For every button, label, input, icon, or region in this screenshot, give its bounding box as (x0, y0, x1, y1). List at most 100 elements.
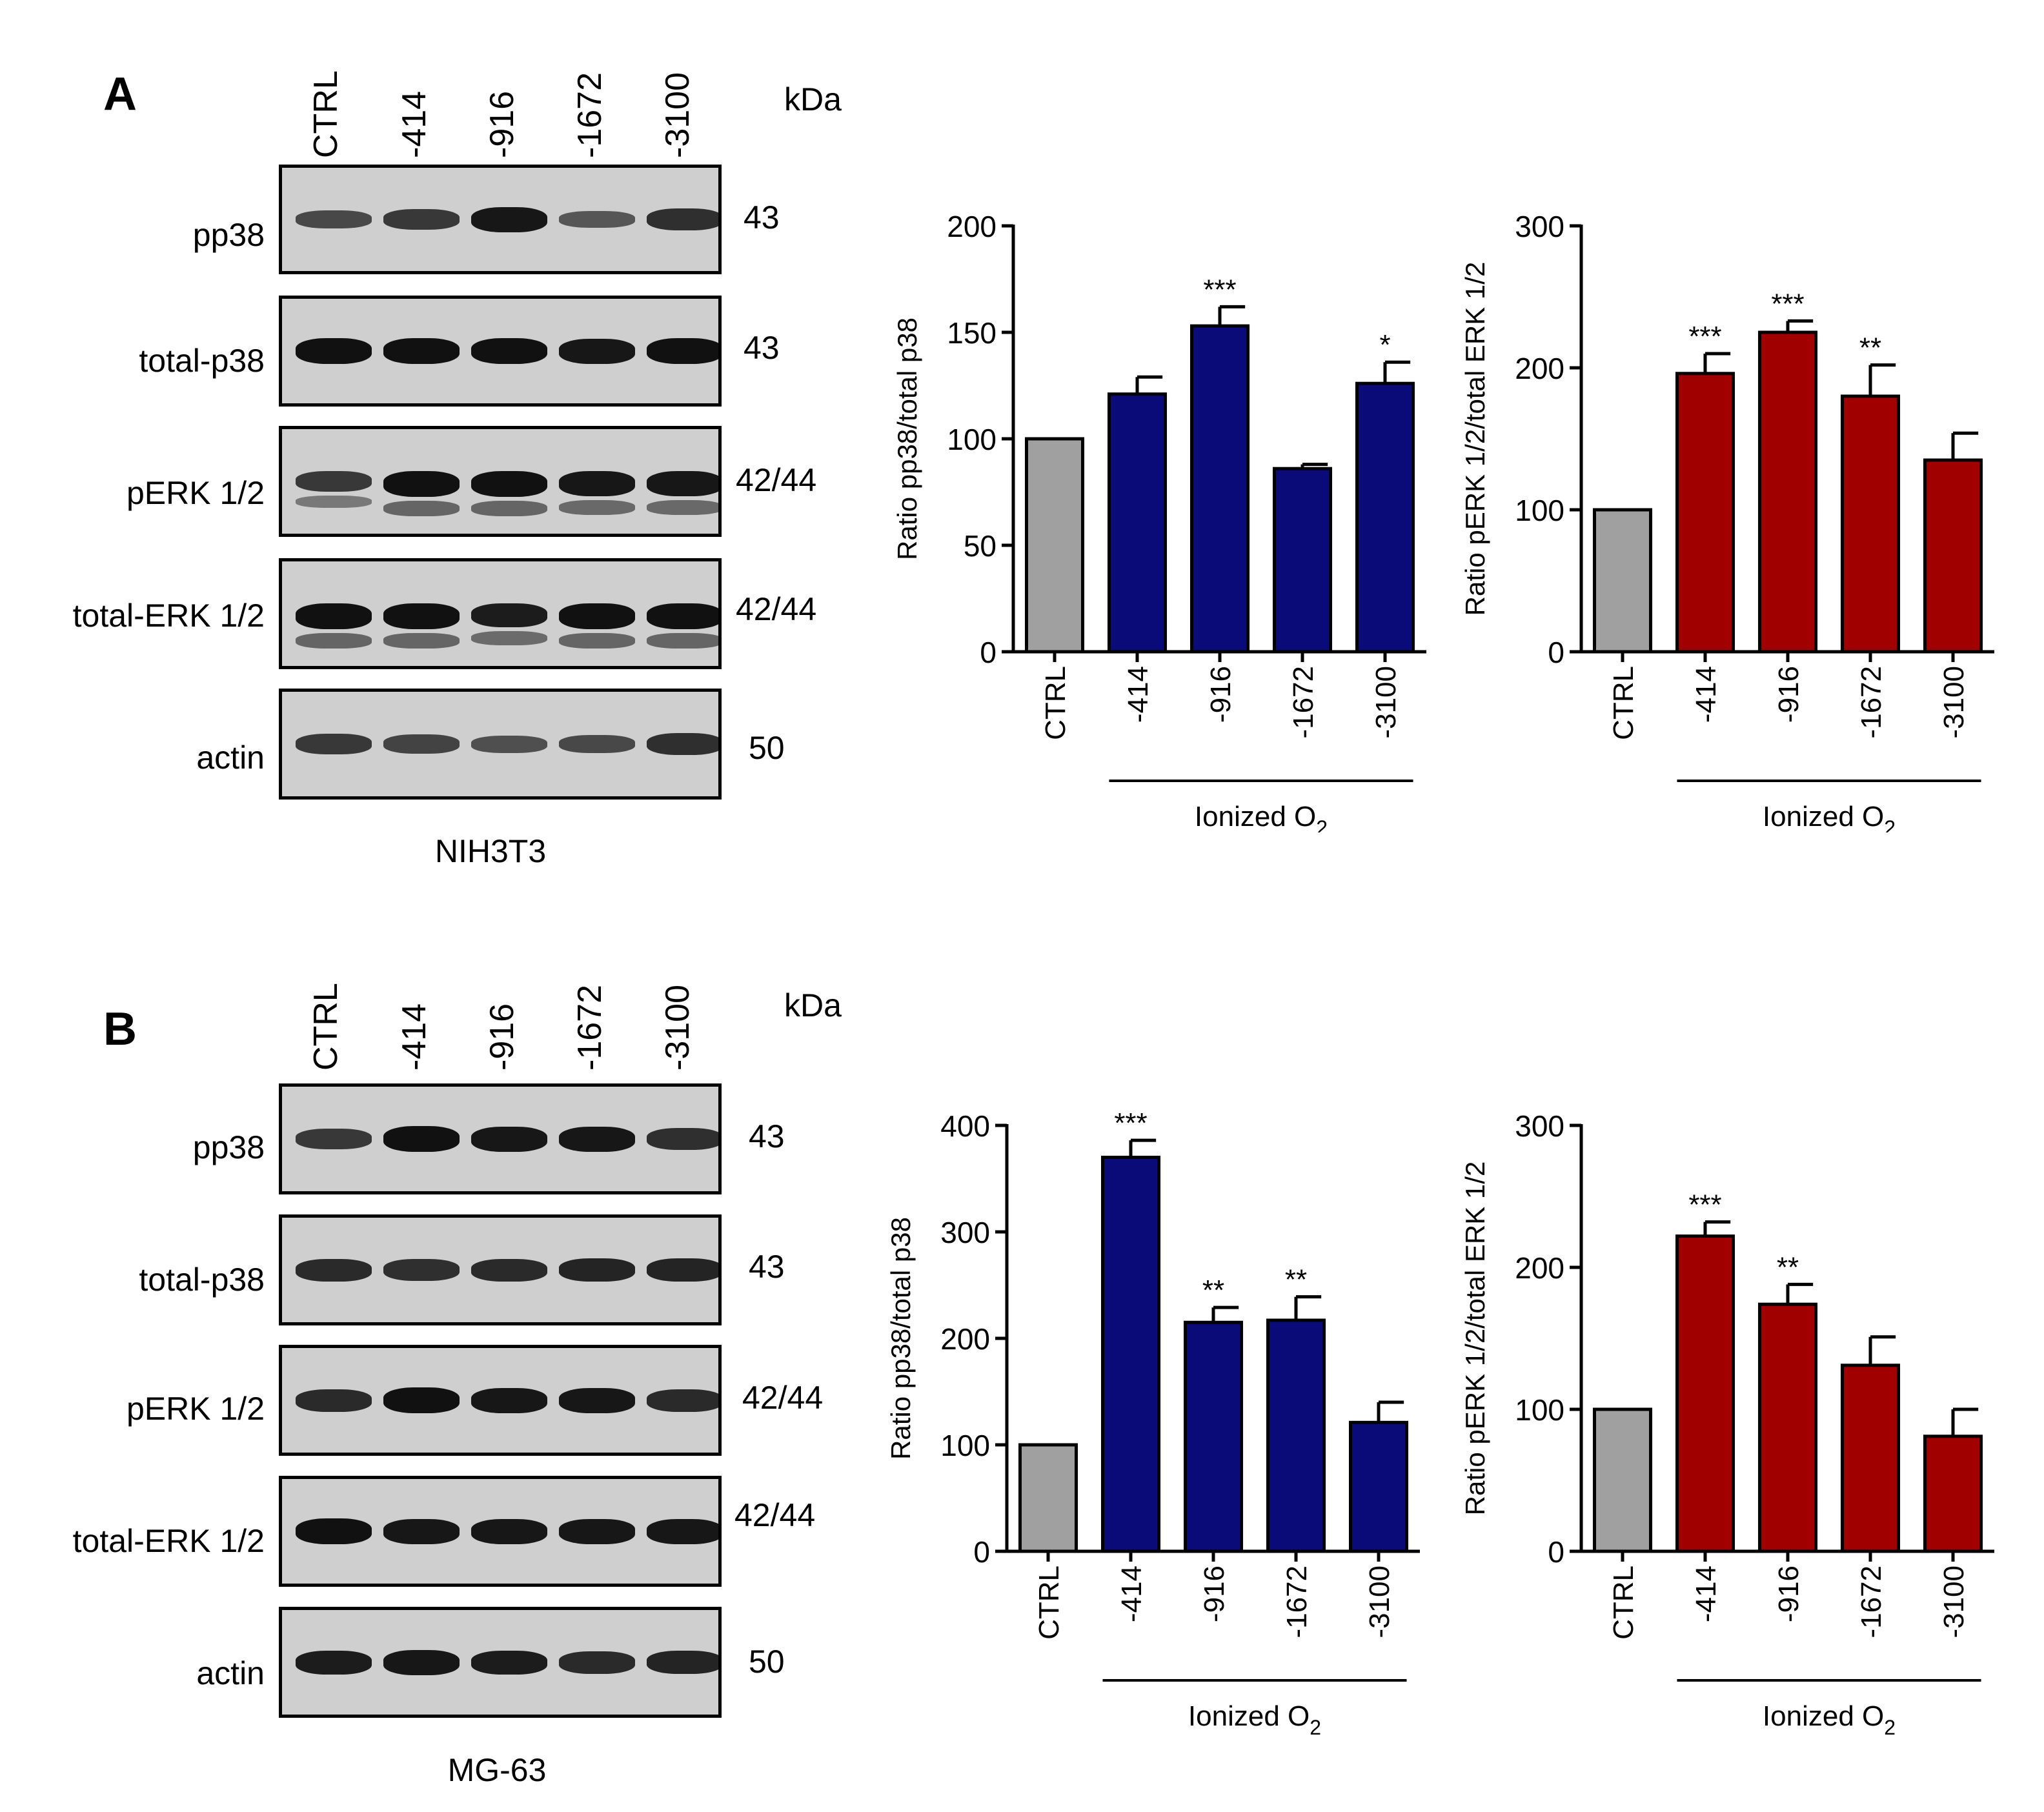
cell-line-label: MG-63 (447, 1752, 547, 1788)
x-axis-label-subscript: 2 (1884, 816, 1896, 832)
x-axis-label: Ionized O2 (1188, 1700, 1321, 1739)
blot-band (296, 734, 372, 754)
blot-label: pERK 1/2 (126, 1391, 265, 1427)
significance-label: ** (1859, 332, 1881, 364)
x-axis-label-subscript: 2 (1310, 1716, 1321, 1739)
x-tick-label: -916 (1773, 666, 1805, 723)
significance-label: * (1379, 329, 1390, 361)
significance-label: ** (1777, 1251, 1799, 1283)
bar (1183, 1320, 1244, 1553)
cell-line-label: NIH3T3 (434, 833, 547, 869)
blot-band-lower (647, 500, 718, 515)
blot-band (559, 735, 635, 753)
blot-band (383, 1387, 460, 1413)
x-tick-label: -414 (1690, 666, 1722, 723)
blot-label: total-p38 (139, 343, 265, 379)
significance-label: *** (1771, 288, 1804, 319)
blot-band (471, 1519, 547, 1544)
blot-band (559, 339, 635, 364)
lane-label: -916 (483, 1003, 521, 1071)
western-blot-perk (279, 426, 722, 537)
lane-label: -1672 (571, 72, 609, 158)
blot-band (383, 1126, 460, 1152)
bar (1592, 508, 1653, 654)
y-tick-label: 300 (1515, 1109, 1564, 1143)
blot-band-lower (559, 500, 635, 515)
blot-band (559, 1519, 635, 1544)
blot-band (559, 1388, 635, 1413)
lane-label: -414 (396, 90, 433, 158)
bar (1757, 1302, 1818, 1553)
blot-band (647, 733, 718, 755)
significance-label: *** (1688, 321, 1721, 352)
x-tick-label: CTRL (1040, 666, 1071, 740)
y-tick-label: 0 (1548, 636, 1564, 669)
blot-label: actin (196, 1655, 265, 1691)
bar (1100, 1156, 1161, 1553)
significance-label: ** (1285, 1264, 1307, 1296)
panel-b: B CTRL -414 -916 -1672 -3100 kDa pp38 to… (0, 906, 2044, 1812)
blot-band (383, 1259, 460, 1281)
molecular-weight: 50 (749, 730, 785, 766)
x-axis-label: Ionized O2 (1195, 801, 1328, 832)
bar (1348, 1420, 1409, 1553)
molecular-weight: 42/44 (734, 1497, 816, 1533)
lane-label: -916 (483, 90, 521, 158)
western-blot-actin (279, 689, 722, 800)
x-tick-label: -1672 (1288, 666, 1319, 739)
lane-label: -3100 (659, 985, 696, 1071)
y-tick-label: 100 (1515, 1393, 1564, 1427)
blot-label: actin (196, 740, 265, 776)
blot-band-lower (647, 633, 718, 649)
y-tick-label: 0 (1548, 1535, 1564, 1569)
blot-band (647, 1651, 718, 1674)
blot-band (647, 471, 718, 496)
blot-band (383, 734, 460, 754)
x-tick-label: -414 (1122, 666, 1154, 723)
blot-band (471, 1651, 547, 1675)
molecular-weight: 43 (744, 199, 780, 236)
y-tick-label: 300 (1515, 210, 1564, 243)
blot-band (296, 338, 372, 364)
x-tick-label: -916 (1199, 1565, 1230, 1622)
x-tick-label: -1672 (1856, 666, 1887, 739)
blot-band (383, 209, 460, 230)
molecular-weight: 42/44 (742, 1380, 824, 1416)
x-tick-label: -414 (1116, 1565, 1148, 1622)
bar (1018, 1443, 1078, 1553)
bar (1189, 324, 1250, 654)
x-tick-label: -414 (1690, 1565, 1722, 1622)
bar (1840, 394, 1901, 654)
blot-band-lower (471, 631, 547, 645)
blot-band (296, 1518, 372, 1544)
bar-chart-b-erk: 0 100 200 300 Ratio pERK 1/2/total ERK 1/2 CT… (1460, 1109, 1994, 1739)
bar-chart-a-p38: 0 50 100 150 200 Ratio pp38/total p38 CTRL -414… (892, 210, 1426, 832)
y-tick-label: 0 (973, 1535, 990, 1569)
blot-band-lower (471, 501, 547, 516)
kda-label: kDa (784, 987, 842, 1023)
western-blot-total-erk (279, 1476, 722, 1587)
blot-band (296, 471, 372, 492)
blot-band (296, 603, 372, 629)
x-tick-label: -916 (1773, 1565, 1805, 1622)
x-tick-label: -3100 (1370, 666, 1402, 739)
blot-band-lower (383, 501, 460, 516)
significance-label: *** (1203, 274, 1236, 305)
significance-label: ** (1202, 1274, 1224, 1306)
x-tick-label: -1672 (1856, 1565, 1887, 1638)
lane-label: -3100 (659, 72, 696, 158)
lane-label: -414 (396, 1003, 433, 1071)
y-tick-label: 200 (1515, 352, 1564, 385)
x-tick-label: -3100 (1938, 666, 1970, 739)
blot-band (383, 338, 460, 364)
blot-band-lower (383, 633, 460, 649)
y-tick-label: 200 (1515, 1251, 1564, 1285)
blot-band (383, 1519, 460, 1544)
panel-a: A CTRL -414 -916 -1672 -3100 kDa pp38 to… (73, 68, 1994, 869)
western-blot-perk (279, 1345, 722, 1456)
y-tick-label: 100 (1515, 494, 1564, 527)
y-tick-label: 100 (940, 1429, 990, 1462)
bar-chart-a-erk: 0 100 200 300 Ratio pERK 1/2/total ERK 1/2 CT… (1460, 210, 1994, 832)
x-tick-label: -916 (1205, 666, 1237, 723)
